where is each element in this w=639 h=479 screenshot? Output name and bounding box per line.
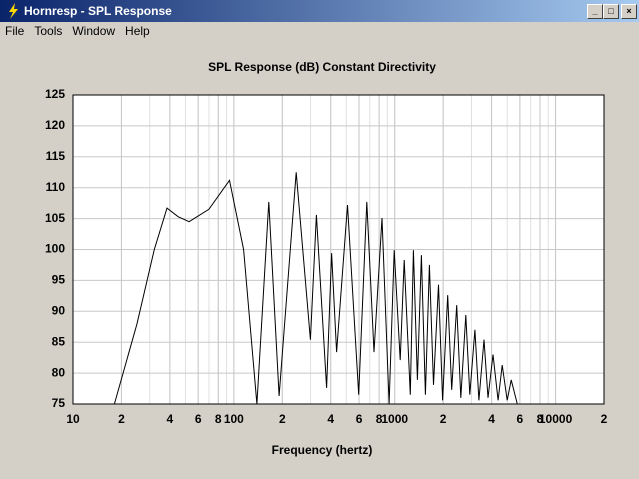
x-tick-label: 6 <box>517 412 524 426</box>
x-tick-label: 6 <box>195 412 202 426</box>
app-icon <box>9 3 18 19</box>
response-curve <box>113 172 518 405</box>
x-tick-label: 4 <box>167 412 174 426</box>
y-tick-label: 95 <box>52 273 66 287</box>
x-tick-label: 2 <box>601 412 608 426</box>
menu-item[interactable]: Window <box>72 24 116 38</box>
maximize-button[interactable]: □ <box>603 4 619 19</box>
menu-item[interactable]: File <box>5 24 25 38</box>
x-tick-label: 8 <box>215 412 222 426</box>
y-tick-label: 120 <box>45 118 65 132</box>
x-tick-label: 10 <box>66 412 80 426</box>
chart: SPL Response (dB) Constant Directivity F… <box>45 60 608 457</box>
x-tick-label: 2 <box>279 412 286 426</box>
y-tick-label: 90 <box>52 303 66 317</box>
y-tick-label: 125 <box>45 87 65 101</box>
y-tick-label: 115 <box>46 149 66 163</box>
chart-title: SPL Response (dB) Constant Directivity <box>208 60 436 74</box>
x-tick-label: 8 <box>376 412 383 426</box>
x-tick-label: 4 <box>488 412 495 426</box>
x-tick-label: 8 <box>537 412 544 426</box>
menu-item[interactable]: Tools <box>34 24 63 38</box>
minimize-button[interactable]: _ <box>587 4 603 19</box>
y-tick-label: 85 <box>52 334 66 348</box>
x-tick-label: 6 <box>356 412 363 426</box>
menu-bar: File Tools Window Help <box>0 22 155 40</box>
x-tick-label: 10000 <box>539 412 573 426</box>
y-tick-label: 105 <box>45 211 65 225</box>
y-tick-label: 110 <box>46 180 66 194</box>
x-tick-label: 4 <box>327 412 334 426</box>
y-tick-label: 80 <box>52 365 66 379</box>
y-tick-label: 75 <box>52 396 66 410</box>
plot-border <box>72 94 605 405</box>
x-tick-label: 2 <box>440 412 447 426</box>
y-tick-label: 100 <box>45 242 65 256</box>
close-button[interactable]: × <box>621 4 637 19</box>
title-bar: Hornresp - SPL Response _ □ × <box>0 0 639 22</box>
menu-item[interactable]: Help <box>125 24 150 38</box>
x-tick-label: 100 <box>224 412 244 426</box>
x-tick-label: 1000 <box>381 412 408 426</box>
window-title: Hornresp - SPL Response <box>24 4 172 18</box>
x-axis-label: Frequency (hertz) <box>272 443 373 457</box>
x-tick-label: 2 <box>118 412 125 426</box>
